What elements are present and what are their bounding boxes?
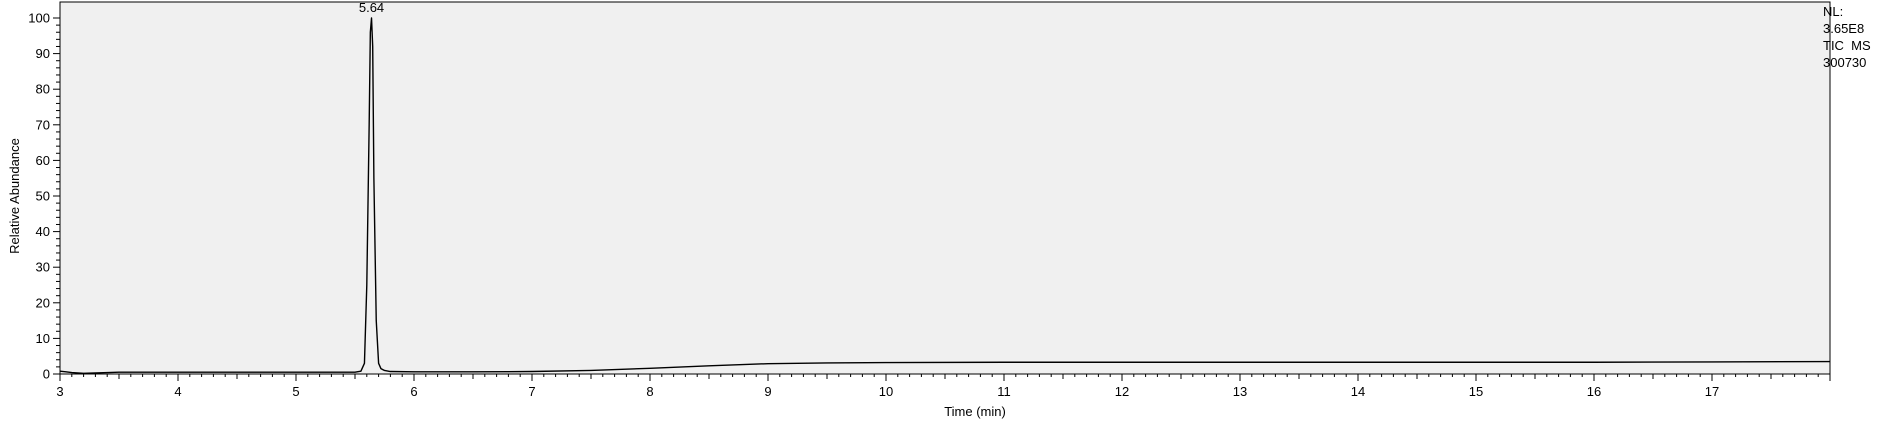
y-tick-label: 80 <box>36 82 50 97</box>
x-tick-label: 12 <box>1115 384 1129 399</box>
sample-name: 300730 <box>1823 55 1867 70</box>
x-tick-label: 11 <box>997 384 1011 399</box>
trace-type: TIC MS <box>1823 38 1871 53</box>
y-tick-label: 30 <box>36 260 50 275</box>
x-tick-label: 13 <box>1233 384 1247 399</box>
nl-value: 3.65E8 <box>1823 21 1865 36</box>
x-tick-label: 9 <box>764 384 771 399</box>
x-tick-label: 6 <box>410 384 417 399</box>
x-tick-label: 14 <box>1351 384 1365 399</box>
nl-label: NL: <box>1823 4 1844 19</box>
y-tick-label: 50 <box>36 189 50 204</box>
x-tick-label: 16 <box>1587 384 1601 399</box>
y-tick-label: 60 <box>36 153 50 168</box>
y-tick-label: 70 <box>36 117 50 132</box>
y-tick-label: 20 <box>36 295 50 310</box>
peak-label: 5.64 <box>359 0 384 15</box>
x-axis-label: Time (min) <box>944 404 1006 419</box>
x-tick-label: 10 <box>879 384 893 399</box>
y-tick-label: 90 <box>36 46 50 61</box>
x-tick-label: 4 <box>174 384 181 399</box>
y-tick-label: 40 <box>36 224 50 239</box>
x-tick-label: 15 <box>1469 384 1483 399</box>
y-tick-label: 0 <box>43 367 50 382</box>
x-tick-label: 7 <box>528 384 535 399</box>
y-axis-label: Relative Abundance <box>7 138 22 254</box>
y-tick-label: 100 <box>28 11 50 26</box>
x-tick-label: 17 <box>1705 384 1719 399</box>
acquisition-info: NL: 3.65E8 TIC MS 300730 <box>1823 3 1871 71</box>
plot-area <box>59 1 1831 375</box>
chromatogram-trace <box>59 17 1831 374</box>
x-tick-label: 8 <box>646 384 653 399</box>
x-tick-label: 5 <box>292 384 299 399</box>
y-tick-label: 10 <box>36 331 50 346</box>
x-tick-label: 3 <box>56 384 63 399</box>
